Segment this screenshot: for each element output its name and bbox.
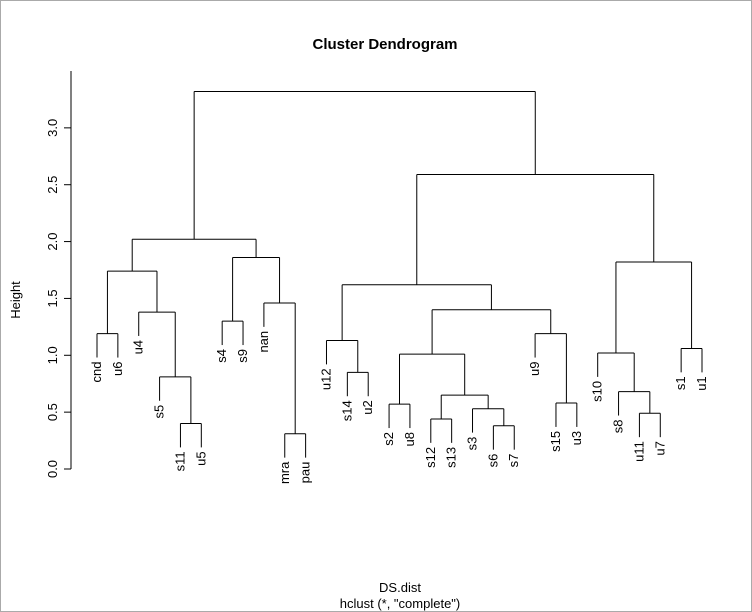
y-tick-label: 2.0 (45, 233, 60, 251)
leaf-label: s12 (423, 447, 438, 468)
leaf-label: s11 (172, 451, 187, 471)
y-tick-label: 2.5 (45, 176, 60, 194)
leaf-label: s1 (673, 376, 688, 390)
leaf-label: s9 (235, 349, 250, 363)
leaf-label: nan (256, 331, 271, 353)
y-tick-label: 0.0 (45, 460, 60, 478)
leaf-label: s10 (590, 381, 605, 402)
leaf-label: u3 (569, 431, 584, 445)
y-tick-label: 0.5 (45, 403, 60, 421)
leaf-label: s3 (465, 437, 480, 451)
x-axis-label: DS.dist (379, 580, 421, 595)
chart-title: Cluster Dendrogram (312, 36, 457, 53)
leaf-label: u11 (631, 441, 646, 462)
leaf-label: u1 (694, 376, 709, 390)
leaf-label: u5 (193, 451, 208, 465)
leaf-label: u8 (402, 432, 417, 446)
y-tick-label: 1.0 (45, 346, 60, 364)
leaf-label: u2 (360, 400, 375, 414)
leaf-label: u4 (131, 340, 146, 354)
leaf-label: mra (277, 461, 292, 484)
leaf-label: s2 (381, 432, 396, 446)
leaf-label: s15 (548, 431, 563, 452)
leaf-label: s5 (152, 405, 167, 419)
leaf-label: s6 (485, 454, 500, 468)
leaf-label: s8 (611, 420, 626, 434)
leaf-label: s4 (214, 349, 229, 363)
leaf-label: u7 (652, 441, 667, 455)
leaf-label: u12 (318, 368, 333, 390)
leaf-label: u9 (527, 362, 542, 376)
subtitle: hclust (*, "complete") (340, 596, 461, 611)
y-tick-label: 3.0 (45, 119, 60, 137)
leaf-label: u6 (110, 362, 125, 376)
y-tick-label: 1.5 (45, 289, 60, 307)
leaf-label: s13 (444, 447, 459, 468)
leaf-label: s14 (339, 400, 354, 421)
leaf-label: pau (298, 462, 313, 484)
leaf-label: cnd (89, 362, 104, 383)
y-axis-label: Height (8, 281, 23, 319)
leaf-label: s7 (506, 454, 521, 468)
